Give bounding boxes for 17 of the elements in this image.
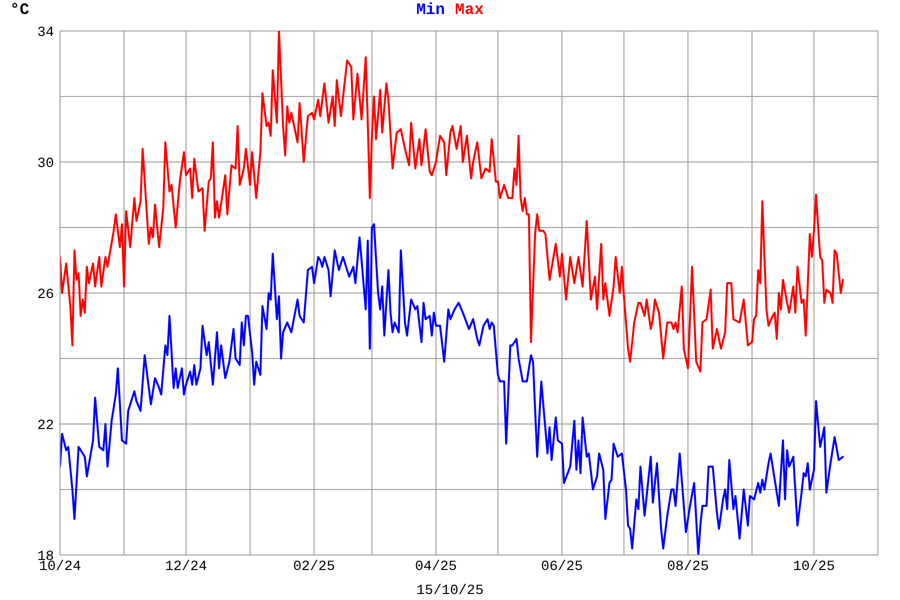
x-tick-label: 04/25 — [414, 558, 457, 575]
y-tick-label: 30 — [37, 156, 54, 172]
y-tick-label: 34 — [37, 24, 54, 41]
text: 15/10/25 — [415, 583, 485, 599]
x-tick-label: 06/25 — [540, 558, 583, 575]
x-tick-label: 10/24 — [38, 558, 82, 575]
line-series — [60, 223, 844, 555]
text: Min — [416, 0, 445, 20]
x-tick-label: 12/24 — [164, 558, 208, 575]
y-axis-title: °C — [10, 1, 30, 19]
x-tick-label: 08/25 — [666, 558, 709, 575]
text: Max — [455, 0, 484, 20]
y-tick-label: 26 — [37, 286, 54, 303]
x-tick-label: 02/25 — [293, 558, 336, 575]
line-series — [60, 31, 844, 373]
y-tick-label: 22 — [37, 418, 54, 434]
x-tick-label: 10/25 — [792, 558, 835, 575]
